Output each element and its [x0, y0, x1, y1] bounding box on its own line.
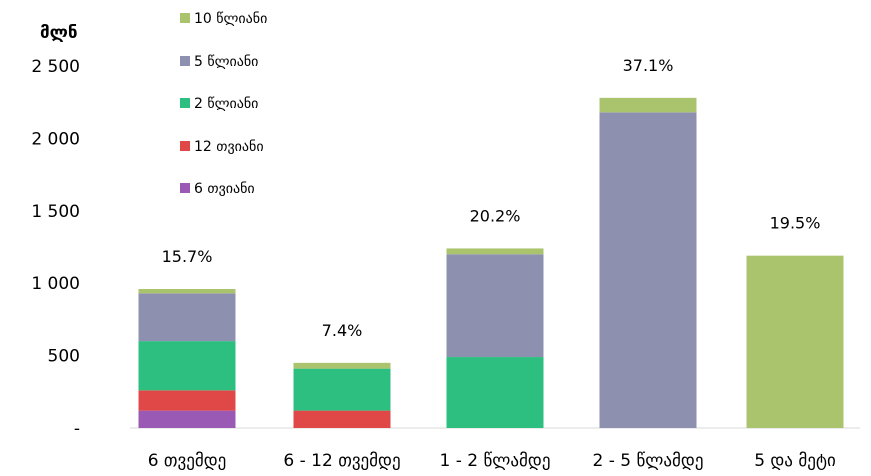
bar-segment	[446, 248, 544, 255]
share-label: 37.1%	[623, 56, 674, 75]
category-label: 6 - 12 თვემდე	[283, 451, 400, 471]
category-label: 6 თვემდე	[148, 451, 227, 471]
y-tick-label: -	[74, 419, 80, 439]
y-tick-label: 500	[48, 347, 80, 367]
legend-swatch	[180, 13, 190, 23]
bar-segment	[599, 97, 697, 113]
share-label: 20.2%	[470, 206, 521, 225]
legend-swatch	[180, 98, 190, 108]
legend-label: 2 წლიანი	[194, 96, 258, 112]
bar-segment	[446, 254, 544, 358]
y-tick-label: 2 000	[31, 129, 80, 149]
legend-label: 10 წლიანი	[194, 11, 267, 27]
share-label: 15.7%	[162, 247, 213, 266]
unit-label: მლნ	[40, 23, 78, 43]
category-label: 5 და მეტი	[754, 451, 836, 471]
bar-segment	[746, 255, 844, 428]
legend-label: 6 თვიანი	[194, 181, 255, 197]
share-label: 19.5%	[770, 214, 821, 233]
bar-segment	[138, 341, 236, 391]
legend-swatch	[180, 141, 190, 151]
bar-segment	[138, 288, 236, 294]
legend-swatch	[180, 183, 190, 193]
bar-segment	[293, 410, 391, 428]
legend-swatch	[180, 56, 190, 66]
bar-segment	[293, 362, 391, 369]
legend-label: 5 წლიანი	[194, 54, 258, 70]
bar-segment	[446, 357, 544, 428]
y-tick-label: 1 000	[31, 274, 80, 294]
share-label: 7.4%	[322, 321, 363, 340]
y-tick-label: 1 500	[31, 202, 80, 222]
bar-segment	[138, 410, 236, 428]
bar-segment	[138, 293, 236, 342]
category-label: 1 - 2 წლამდე	[440, 451, 551, 471]
bar-segment	[138, 390, 236, 411]
bar-segment	[293, 368, 391, 411]
bar-segment	[599, 112, 697, 428]
y-tick-label: 2 500	[31, 57, 80, 77]
category-label: 2 - 5 წლამდე	[593, 451, 704, 471]
legend-label: 12 თვიანი	[194, 139, 264, 155]
